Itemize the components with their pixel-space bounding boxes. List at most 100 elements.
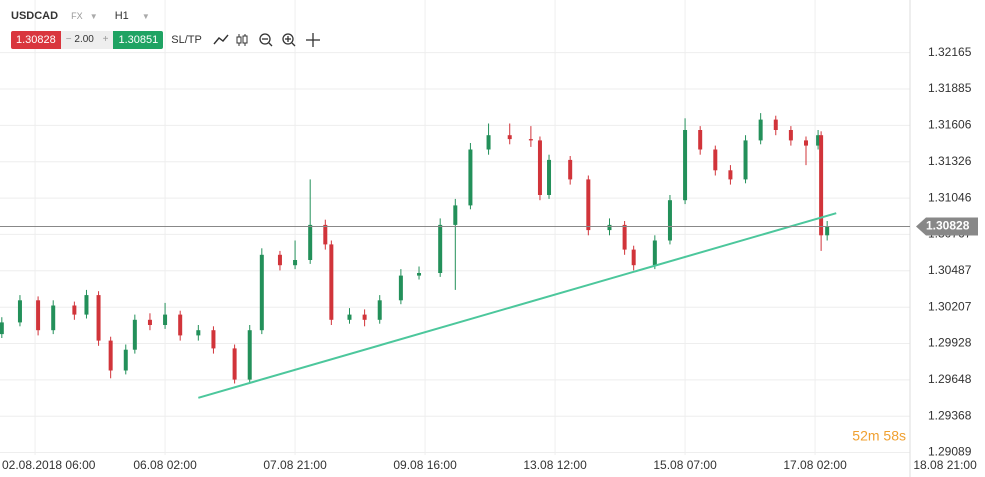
line-icon[interactable] (213, 34, 229, 45)
candle-body (0, 322, 4, 335)
zoom-in-icon[interactable] (282, 33, 296, 47)
y-tick-label: 1.31046 (928, 190, 972, 204)
candle-body (196, 330, 201, 336)
candle-body (631, 249, 636, 266)
candle-body (247, 330, 252, 380)
candle-body (277, 254, 282, 266)
candle-body (329, 244, 334, 320)
candle-body (547, 159, 552, 195)
price-label-bg (916, 217, 978, 236)
candle-body (163, 314, 168, 325)
candle-body (698, 130, 703, 150)
price-label: 1.30828 (926, 219, 970, 233)
candle-body (788, 130, 793, 141)
candle-body (507, 135, 512, 140)
zoom-out-icon[interactable] (259, 33, 273, 47)
x-tick-label: 13.08 12:00 (523, 458, 587, 472)
candle-body (486, 135, 491, 150)
candle-body (323, 224, 328, 245)
dropdown-arrow[interactable]: ▼ (89, 12, 98, 21)
x-tick-label: 15.08 07:00 (653, 458, 717, 472)
x-tick-label: 17.08 02:00 (783, 458, 847, 472)
y-tick-label: 1.31606 (928, 117, 972, 131)
sell-button[interactable]: 1.30828 (11, 31, 61, 49)
dropdown-arrow[interactable]: ▼ (141, 12, 150, 21)
candle-body (453, 205, 458, 225)
y-tick-label: 1.29089 (928, 445, 972, 459)
candle-body (36, 300, 41, 331)
candle-body (347, 314, 352, 320)
candle-body (667, 200, 672, 241)
candle-body (816, 135, 821, 146)
x-tick-label: 06.08 02:00 (133, 458, 197, 472)
candle-body (259, 254, 264, 331)
candle-body (293, 260, 298, 266)
y-tick-label: 1.29368 (928, 408, 972, 422)
candle-body (825, 226, 830, 236)
candle-body (438, 224, 443, 273)
timeframe[interactable]: H1 (114, 10, 129, 22)
candle-body (72, 305, 77, 315)
timer: 52m 58s (852, 428, 906, 444)
spread-value: 2.00 (74, 34, 94, 45)
candle-body (728, 170, 733, 180)
y-tick-label: 1.31885 (928, 81, 972, 95)
y-tick-label: 1.32165 (928, 45, 972, 59)
candle-body (96, 295, 101, 341)
candle-body (743, 140, 748, 180)
y-tick-label: 1.29928 (928, 336, 972, 350)
candle-body (377, 300, 382, 320)
tool-icons (213, 33, 320, 47)
candle-body (713, 149, 718, 171)
candle-body (537, 140, 542, 195)
candle-body (528, 139, 533, 141)
x-tick-label: 09.08 16:00 (393, 458, 457, 472)
candle-body (652, 240, 657, 266)
x-tick-label: 02.08.2018 06:00 (2, 458, 96, 472)
candle-body (568, 159, 573, 180)
trade-row: 1.30828 − 2.00 + 1.30851 SL/TP (11, 31, 332, 49)
y-tick-label: 1.30207 (928, 299, 972, 313)
y-tick-label: 1.31326 (928, 154, 972, 168)
candle-body (607, 224, 612, 231)
candle-body (586, 179, 591, 231)
candle-body (468, 149, 473, 206)
candle-body (758, 119, 763, 141)
candle-body (683, 130, 688, 201)
candle-body (17, 300, 22, 323)
y-tick-label: 1.29648 (928, 372, 972, 386)
buy-button[interactable]: 1.30851 (113, 31, 164, 49)
candle-body (773, 119, 778, 130)
y-tick-label: 1.30487 (928, 263, 972, 277)
candle-body (622, 224, 627, 250)
candle-body (398, 275, 403, 301)
candle-body (51, 305, 56, 331)
spread: − 2.00 + (60, 31, 114, 49)
candle-body (362, 314, 367, 320)
candle-body (417, 273, 422, 276)
candle-body (147, 319, 152, 325)
candle-body (211, 330, 216, 349)
symbol[interactable]: USDCAD (11, 10, 59, 22)
candle-body (108, 340, 113, 371)
candle-body (132, 319, 137, 350)
candle-body (819, 135, 824, 236)
move-icon[interactable] (305, 33, 320, 47)
symbol-row: USDCAD FX ▼ H1 ▼ (11, 10, 150, 22)
trend-line (198, 212, 837, 399)
candle-body (178, 314, 183, 336)
candle-body (84, 295, 89, 315)
candle-body (308, 224, 313, 260)
minus[interactable]: − (65, 34, 72, 45)
sltp-button[interactable]: SL/TP (171, 34, 202, 46)
candle-body (123, 349, 128, 371)
candle-body (804, 140, 808, 146)
candle-body (232, 348, 237, 380)
x-tick-label: 07.08 21:00 (263, 458, 327, 472)
market: FX (71, 11, 83, 21)
plus[interactable]: + (102, 34, 109, 45)
x-tick-label: 18.08 21:00 (913, 458, 977, 472)
candle-icon[interactable] (236, 34, 248, 46)
